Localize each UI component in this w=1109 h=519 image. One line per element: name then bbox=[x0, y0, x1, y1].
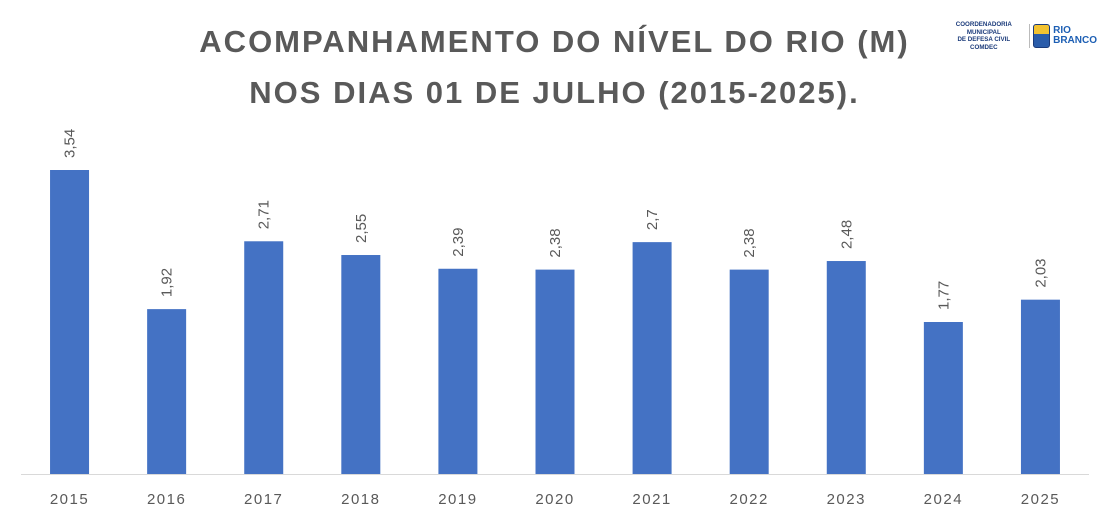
bar-2017 bbox=[244, 241, 284, 474]
bar-2025 bbox=[1020, 299, 1060, 474]
comdec-rio-branco-logo: COORDENADORIA MUNICIPAL DE DEFESA CIVIL … bbox=[942, 21, 1097, 51]
x-tick-label-2017: 2017 bbox=[244, 491, 283, 508]
bar-2024 bbox=[923, 322, 963, 474]
data-label-2018: 2,55 bbox=[353, 214, 370, 243]
logo-divider bbox=[1028, 24, 1030, 48]
chart-title: ACOMPANHAMENTO DO NÍVEL DO RIO (M) NOS D… bbox=[0, 16, 1109, 118]
x-tick-label-2025: 2025 bbox=[1021, 491, 1060, 508]
x-tick-label-2018: 2018 bbox=[341, 491, 380, 508]
bar-2018 bbox=[341, 255, 381, 474]
comdec-line-1: COORDENADORIA MUNICIPAL bbox=[955, 21, 1012, 36]
data-label-2021: 2,7 bbox=[644, 209, 661, 230]
bar-2016 bbox=[147, 309, 187, 474]
bar-2021 bbox=[632, 242, 672, 474]
x-tick-label-2022: 2022 bbox=[729, 491, 768, 508]
data-label-2019: 2,39 bbox=[450, 228, 467, 257]
x-tick-label-2019: 2019 bbox=[438, 491, 477, 508]
data-label-2017: 2,71 bbox=[256, 200, 273, 229]
rio-branco-logo-text: RIO BRANCO bbox=[1053, 26, 1097, 46]
data-label-2023: 2,48 bbox=[838, 220, 855, 249]
chart-title-line-2: NOS DIAS 01 DE JULHO (2015-2025). bbox=[249, 75, 860, 110]
chart-title-line-1: ACOMPANHAMENTO DO NÍVEL DO RIO (M) bbox=[199, 24, 910, 59]
city-name-line-1: RIO bbox=[1053, 25, 1071, 36]
comdec-logo-text: COORDENADORIA MUNICIPAL DE DEFESA CIVIL … bbox=[942, 21, 1026, 51]
x-tick-label-2023: 2023 bbox=[827, 491, 866, 508]
comdec-line-2: DE DEFESA CIVIL bbox=[957, 36, 1011, 43]
bar-2020 bbox=[535, 269, 575, 474]
bar-2015 bbox=[50, 170, 90, 474]
x-tick-label-2021: 2021 bbox=[632, 491, 671, 508]
bar-2023 bbox=[826, 261, 866, 474]
data-label-2025: 2,03 bbox=[1032, 258, 1049, 287]
bar-2019 bbox=[438, 268, 478, 474]
x-tick-label-2024: 2024 bbox=[924, 491, 963, 508]
data-label-2015: 3,54 bbox=[62, 129, 79, 158]
x-tick-label-2016: 2016 bbox=[147, 491, 186, 508]
bar-2022 bbox=[729, 269, 769, 474]
data-label-2016: 1,92 bbox=[159, 268, 176, 297]
x-tick-label-2020: 2020 bbox=[535, 491, 574, 508]
city-seal-icon bbox=[1032, 24, 1051, 48]
data-label-2024: 1,77 bbox=[935, 281, 952, 310]
x-tick-label-2015: 2015 bbox=[50, 491, 89, 508]
data-label-2020: 2,38 bbox=[547, 228, 564, 257]
comdec-line-3: COMDEC bbox=[970, 43, 998, 51]
data-label-2022: 2,38 bbox=[741, 228, 758, 257]
city-name-line-2: BRANCO bbox=[1053, 35, 1097, 46]
